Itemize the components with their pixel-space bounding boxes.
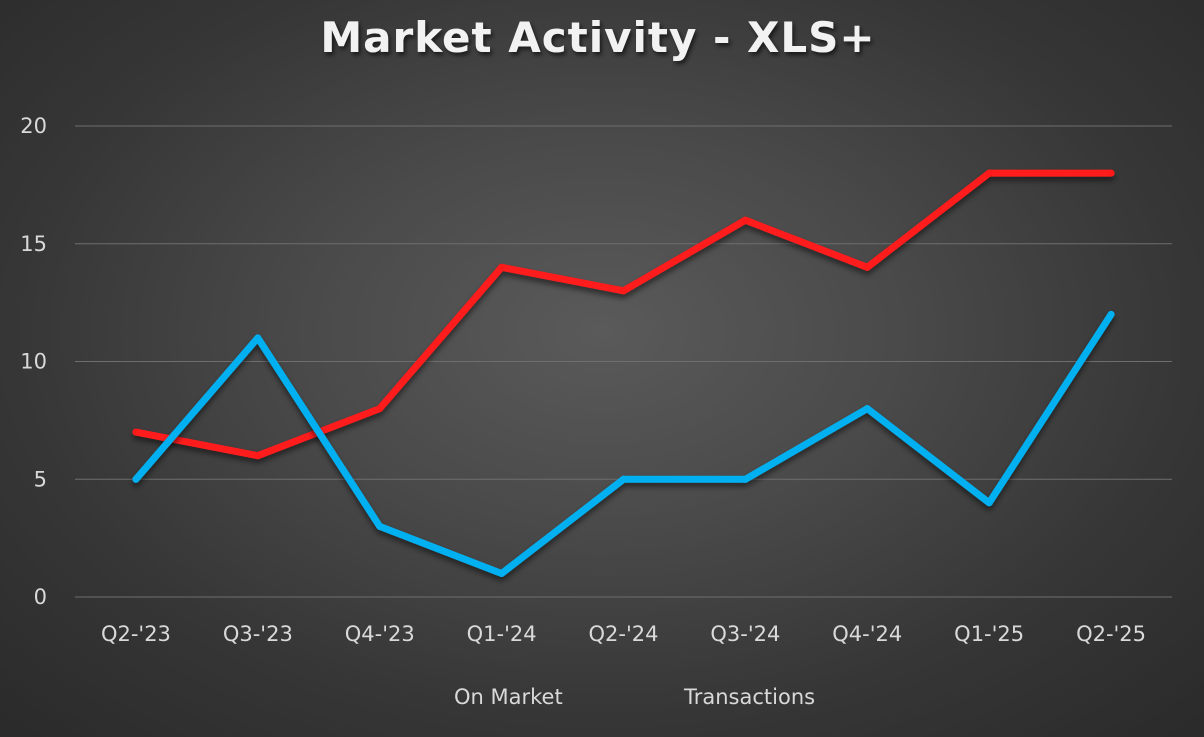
x-tick-label: Q4-'23 [345, 622, 415, 646]
y-axis-ticks: 0 5 10 15 20 [20, 114, 47, 609]
x-tick-label: Q3-'23 [223, 622, 293, 646]
x-tick-label: Q4-'24 [832, 622, 902, 646]
y-tick-label: 15 [20, 232, 47, 256]
x-tick-label: Q2-'24 [589, 622, 659, 646]
legend: On Market Transactions [380, 685, 815, 709]
data-point [132, 475, 140, 483]
legend-label: Transactions [683, 685, 815, 709]
y-tick-label: 10 [20, 350, 47, 374]
data-point [1107, 310, 1115, 318]
data-point [1107, 169, 1115, 177]
data-point [132, 428, 140, 436]
data-point [863, 405, 871, 413]
y-tick-label: 20 [20, 114, 47, 138]
data-point [741, 475, 749, 483]
data-point [254, 452, 262, 460]
data-point [498, 263, 506, 271]
legend-label: On Market [454, 685, 563, 709]
data-point [376, 522, 384, 530]
legend-item: Transactions [610, 685, 815, 709]
chart-title: Market Activity - XLS+ [320, 13, 875, 62]
data-point [620, 287, 627, 295]
series-line-on-market [132, 169, 1115, 460]
x-tick-label: Q1-'24 [467, 622, 537, 646]
x-tick-label: Q1-'25 [954, 622, 1024, 646]
data-point [741, 216, 749, 224]
x-axis-ticks: Q2-'23 Q3-'23 Q4-'23 Q1-'24 Q2-'24 Q3-'24 Q4-'… [101, 622, 1146, 646]
data-point [985, 499, 993, 507]
data-point [863, 263, 871, 271]
y-tick-label: 5 [34, 467, 47, 491]
data-point [498, 569, 506, 577]
y-tick-label: 0 [34, 585, 47, 609]
series-lines [132, 169, 1115, 577]
x-tick-label: Q2-'25 [1076, 622, 1146, 646]
x-tick-label: Q3-'24 [710, 622, 780, 646]
data-point [620, 475, 627, 483]
gridlines [75, 125, 1172, 598]
data-point [376, 405, 384, 413]
x-tick-label: Q2-'23 [101, 622, 171, 646]
legend-item: On Market [380, 685, 563, 709]
data-point [985, 169, 993, 177]
data-point [254, 334, 262, 342]
